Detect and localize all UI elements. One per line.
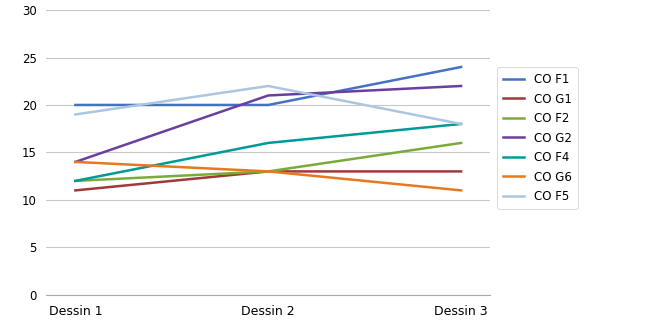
Line: CO F1: CO F1 [76,67,461,105]
CO G1 [264,170,272,174]
CO G6 [72,160,80,164]
CO G6 [457,188,465,192]
CO F4 [264,141,272,145]
Line: CO G1: CO G1 [76,172,461,190]
CO F1 [72,103,80,107]
Line: CO F2: CO F2 [76,143,461,181]
CO G6 [264,170,272,174]
Line: CO F5: CO F5 [76,86,461,124]
Line: CO G6: CO G6 [76,162,461,190]
CO F1 [457,65,465,69]
CO F5 [457,122,465,126]
CO G1 [72,188,80,192]
CO G1 [457,170,465,174]
Legend: CO F1, CO G1, CO F2, CO G2, CO F4, CO G6, CO F5: CO F1, CO G1, CO F2, CO G2, CO F4, CO G6… [497,67,578,209]
Line: CO F4: CO F4 [76,124,461,181]
CO F2 [264,170,272,174]
CO F4 [72,179,80,183]
CO G2 [72,160,80,164]
CO F5 [72,113,80,117]
Line: CO G2: CO G2 [76,86,461,162]
CO F2 [72,179,80,183]
CO G2 [457,84,465,88]
CO F5 [264,84,272,88]
CO G2 [264,93,272,97]
CO F2 [457,141,465,145]
CO F1 [264,103,272,107]
CO F4 [457,122,465,126]
